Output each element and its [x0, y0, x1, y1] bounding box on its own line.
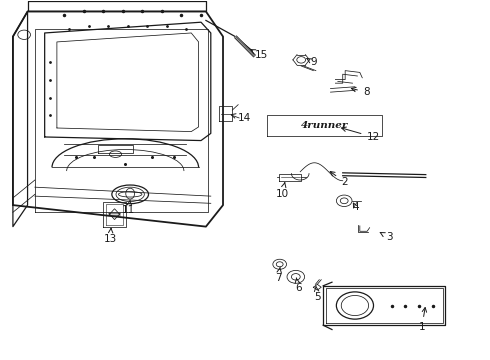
- Text: 14: 14: [231, 113, 251, 123]
- Text: 15: 15: [251, 50, 268, 60]
- Text: 11: 11: [122, 200, 135, 216]
- Text: 1: 1: [418, 307, 427, 332]
- Text: 12: 12: [342, 127, 380, 142]
- Text: 2: 2: [330, 171, 347, 187]
- Text: 4: 4: [352, 202, 359, 212]
- Text: 13: 13: [103, 228, 117, 244]
- Text: 10: 10: [275, 183, 289, 199]
- Text: 7: 7: [275, 267, 282, 283]
- Text: 3: 3: [380, 232, 392, 242]
- Text: 4runner: 4runner: [301, 121, 348, 130]
- Text: 6: 6: [295, 278, 301, 293]
- Text: 5: 5: [314, 286, 320, 302]
- Text: 8: 8: [351, 87, 369, 97]
- Text: 9: 9: [307, 57, 317, 67]
